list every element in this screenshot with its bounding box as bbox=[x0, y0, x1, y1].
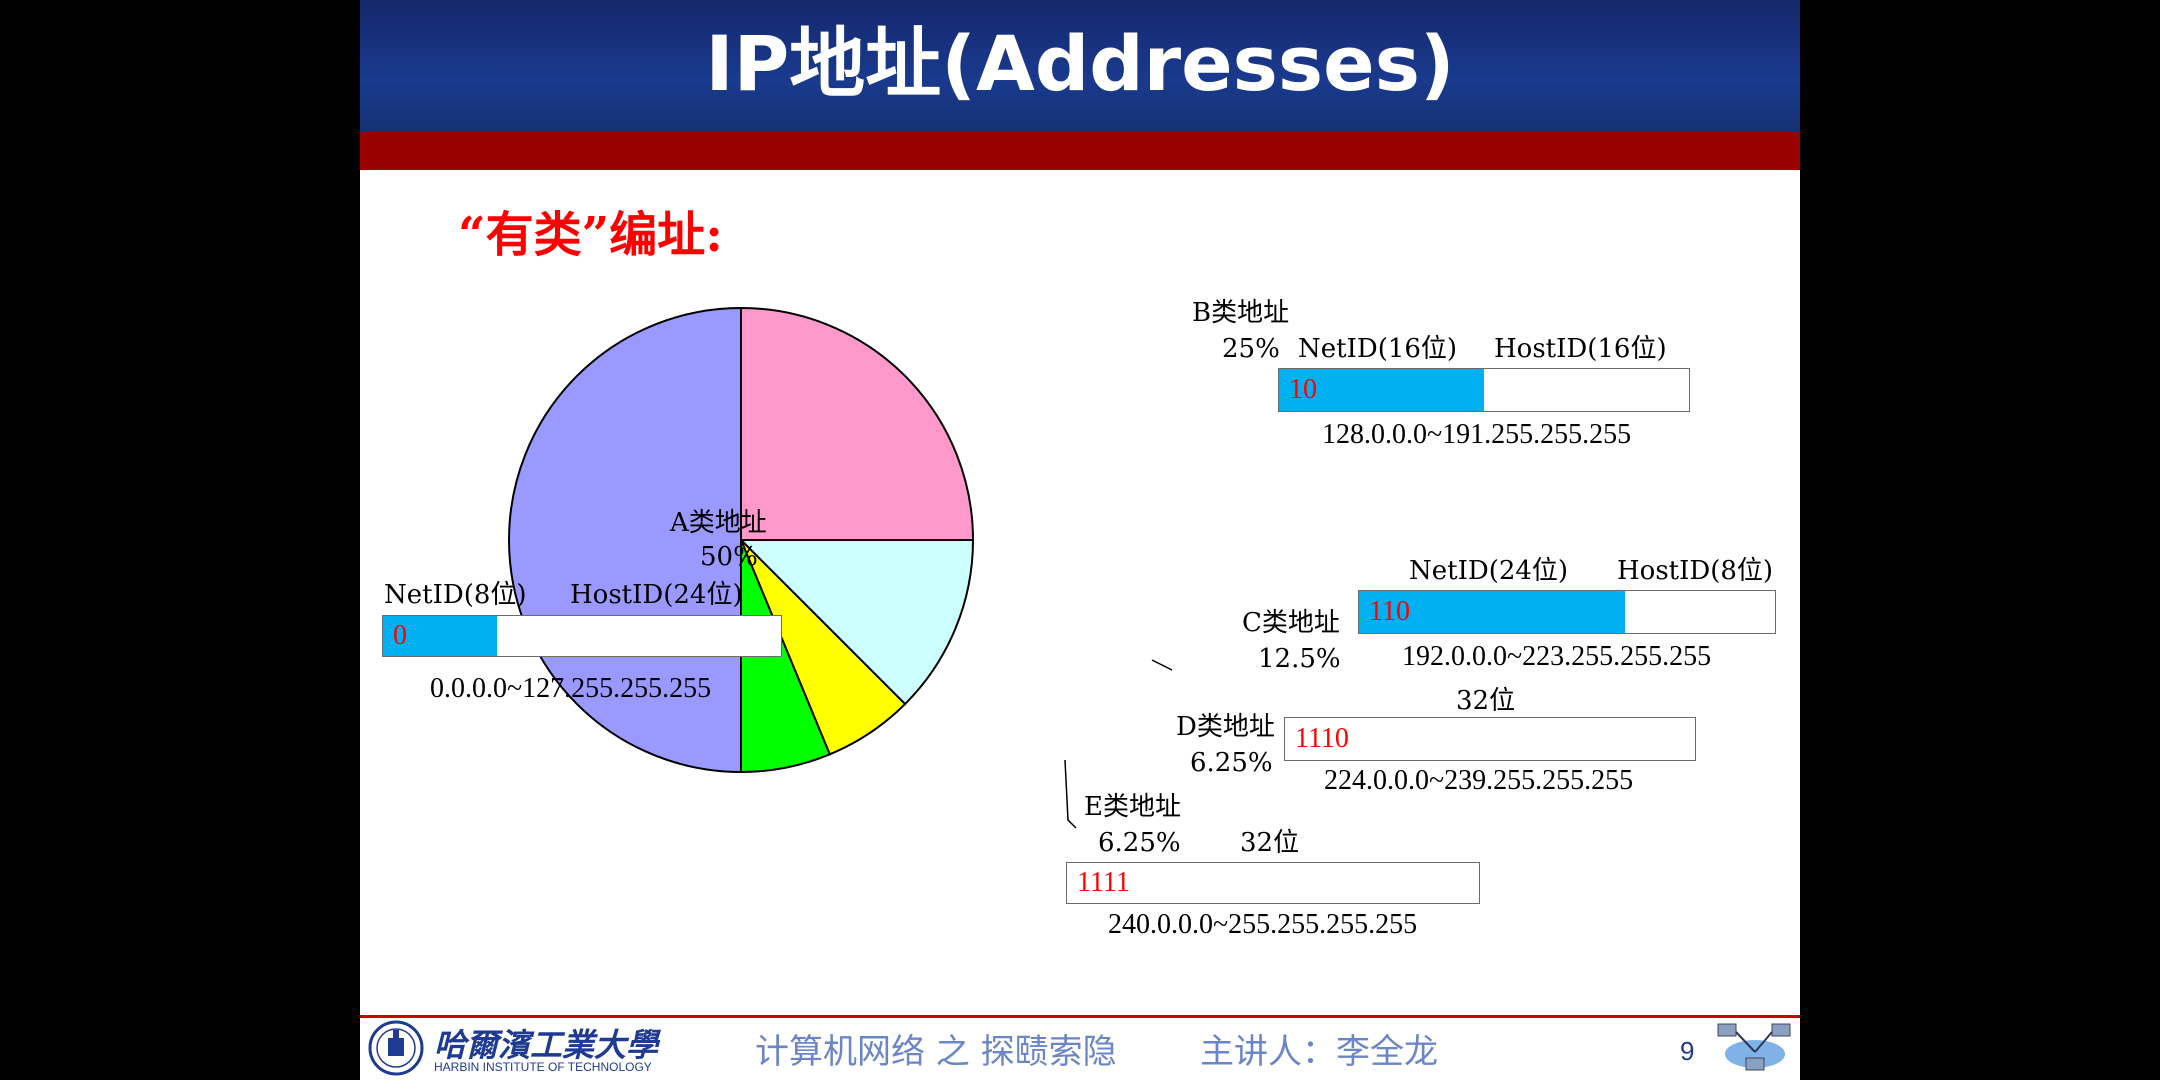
slide-title: IP地址(Addresses) bbox=[705, 19, 1455, 108]
pie-label-c-name: C类地址 bbox=[1242, 608, 1340, 638]
title-accent-bar bbox=[360, 132, 1800, 170]
class-c-net-label: NetID(24位) bbox=[1409, 556, 1569, 586]
footer-lecturer: 主讲人：李全龙 bbox=[1200, 1032, 1438, 1072]
footer-divider bbox=[360, 1015, 1800, 1018]
class-b-leading-bits: 10 bbox=[1289, 374, 1317, 405]
pie-label-a-percent: 50% bbox=[700, 542, 758, 572]
pie-label-e-name: E类地址 bbox=[1084, 792, 1181, 822]
leader-line-d bbox=[1151, 659, 1173, 671]
class-a-net-fill bbox=[383, 616, 497, 656]
pie-label-d-name: D类地址 bbox=[1176, 712, 1275, 742]
class-a-range: 0.0.0.0~127.255.255.255 bbox=[430, 673, 712, 704]
network-icon bbox=[1717, 1023, 1791, 1071]
class-e-range: 240.0.0.0~255.255.255.255 bbox=[1108, 909, 1418, 940]
pie-slice-b bbox=[740, 306, 975, 541]
leader-line-e bbox=[1064, 759, 1077, 829]
class-c-leading-bits: 110 bbox=[1369, 596, 1410, 627]
footer-course-title: 计算机网络 之 探赜索隐 bbox=[755, 1032, 1117, 1072]
class-d-bit-field: 1110 bbox=[1284, 717, 1696, 761]
class-d-width-label: 32位 bbox=[1456, 686, 1516, 716]
title-bar bbox=[360, 0, 1800, 132]
slide: IP地址(Addresses) “有类”编址: A类地址 50% NetID(8… bbox=[360, 0, 1800, 1080]
logo-chinese-name: 哈爾濱工業大學 bbox=[434, 1026, 659, 1064]
pie-chart bbox=[508, 306, 1173, 829]
university-emblem-icon bbox=[368, 1020, 424, 1076]
class-c-range: 192.0.0.0~223.255.255.255 bbox=[1402, 641, 1712, 672]
class-c-host-label: HostID(8位) bbox=[1617, 556, 1774, 586]
class-e-width-label: 32位 bbox=[1240, 828, 1300, 858]
class-d-leading-bits: 1110 bbox=[1295, 723, 1349, 754]
class-a-net-label: NetID(8位) bbox=[384, 580, 527, 610]
class-a-host-label: HostID(24位) bbox=[570, 580, 743, 610]
pie-slice-c bbox=[738, 539, 975, 706]
class-b-net-fill bbox=[1279, 369, 1484, 411]
class-c-bit-field: 110 bbox=[1358, 590, 1776, 634]
pie-label-a-name: A类地址 bbox=[670, 508, 767, 538]
class-b-net-label: NetID(16位) bbox=[1298, 334, 1458, 364]
class-d-range: 224.0.0.0~239.255.255.255 bbox=[1324, 765, 1634, 796]
pie-label-c-percent: 12.5% bbox=[1258, 644, 1341, 674]
class-e-leading-bits: 1111 bbox=[1077, 867, 1130, 898]
pie-label-e-percent: 6.25% bbox=[1098, 828, 1181, 858]
class-b-bit-field: 10 bbox=[1278, 368, 1690, 412]
pie-label-b-name: B类地址 bbox=[1192, 298, 1290, 328]
pie-label-d-percent: 6.25% bbox=[1190, 748, 1273, 778]
class-e-bit-field: 1111 bbox=[1066, 862, 1480, 904]
class-a-bit-field: 0 bbox=[382, 615, 782, 657]
logo-english-name: HARBIN INSTITUTE OF TECHNOLOGY bbox=[434, 1060, 652, 1074]
class-c-net-fill bbox=[1359, 591, 1626, 633]
class-a-leading-bits: 0 bbox=[393, 620, 407, 651]
subheading: “有类”编址: bbox=[458, 207, 723, 263]
class-b-range: 128.0.0.0~191.255.255.255 bbox=[1322, 419, 1632, 450]
page-number: 9 bbox=[1680, 1036, 1695, 1066]
university-logo: 哈爾濱工業大學 HARBIN INSTITUTE OF TECHNOLOGY bbox=[364, 1018, 658, 1078]
class-b-host-label: HostID(16位) bbox=[1494, 334, 1667, 364]
pie-label-b-percent: 25% bbox=[1222, 334, 1280, 364]
